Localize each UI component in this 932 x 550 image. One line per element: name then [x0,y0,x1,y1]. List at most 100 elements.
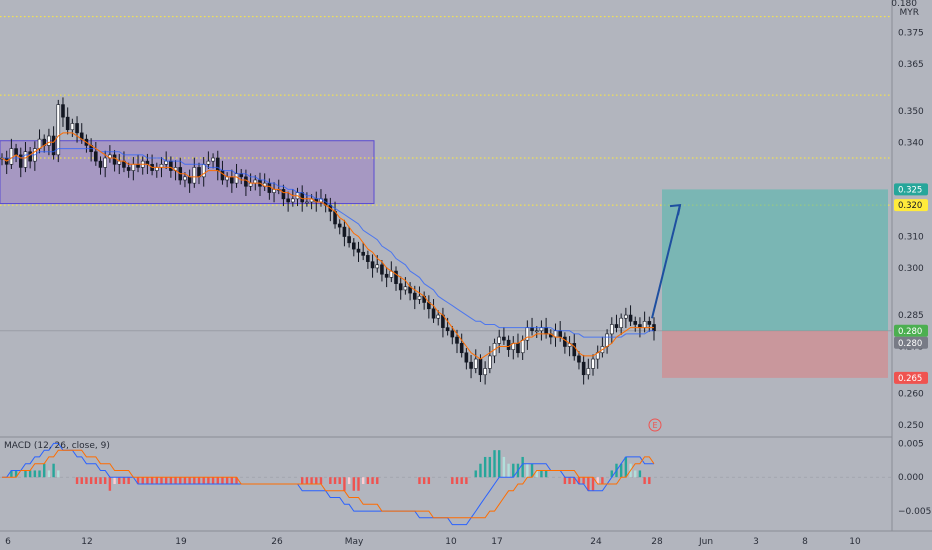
currency-partial-label: 0.180 [891,0,917,9]
candle-body [572,343,577,357]
macd-pane[interactable] [0,442,892,526]
candle-body [436,314,441,319]
macd-histogram-bar [502,456,506,478]
macd-histogram-bar [563,477,567,484]
price-tick-label: 0.350 [898,107,924,117]
macd-histogram-bar [512,463,515,478]
candle-body [230,176,234,184]
macd-histogram-bar [451,477,454,484]
price-badge [894,183,928,196]
candle-body [75,123,79,134]
macd-histogram-bar [479,463,482,478]
candle-body [506,339,511,350]
candle-body [131,163,136,171]
macd-histogram-bar [521,456,524,478]
candle-body [609,324,614,335]
macd-histogram-bar [235,477,238,484]
price-badge-label: 0.280 [898,339,922,349]
candle-body [403,286,408,291]
candle-body [164,160,168,165]
price-scale[interactable]: 0.3750.3650.3500.3400.3100.3000.2850.275… [891,0,931,531]
macd-histogram-bar [343,477,346,491]
price-tick-label: 0.260 [898,390,924,400]
macd-histogram-bar [347,477,351,484]
candle-body [384,273,389,278]
macd-histogram-bar [634,470,637,478]
long-position-tool[interactable] [651,189,888,378]
price-badge [894,324,928,337]
macd-tick-label: −0.005 [898,507,931,517]
macd-histogram-bar [301,477,304,484]
macd-histogram-bar [216,477,219,484]
macd-histogram-bar [315,477,318,484]
candle-body [337,223,342,228]
candle-body [98,160,103,168]
time-axis[interactable]: 6 12 19 26 May 10 17 24 28 Jun 3 8 10 [0,530,932,547]
candle-body [417,295,422,300]
macd-histogram-bar [591,477,595,491]
macd-histogram-bar [338,477,341,484]
macd-histogram-bar [122,477,126,484]
time-tick-label: 8 [802,537,808,547]
macd-histogram-bar [33,470,37,478]
macd-histogram-bar [85,477,88,484]
time-tick-label: 19 [175,537,187,547]
candle-body [220,170,225,181]
candle-body [647,321,652,325]
candle-body [464,352,469,363]
candle-body [342,226,347,237]
candle-body [488,355,492,369]
macd-histogram-bar [207,477,210,484]
price-badge-label: 0.280 [898,327,922,337]
candle-body [366,255,370,262]
time-tick-label: 10 [849,537,861,547]
macd-line [2,442,654,526]
macd-histogram-bar [573,477,576,484]
macd-histogram-bar [221,477,224,484]
candle-body [234,173,239,184]
macd-histogram-bar [427,477,431,484]
macd-histogram-bar [624,456,628,478]
candle-body [37,138,42,149]
macd-histogram-bar [24,470,27,478]
time-tick-label: 3 [753,537,759,547]
candle-body [347,236,351,244]
price-badge-label: 0.265 [898,374,922,384]
candle-body [70,123,75,131]
candle-body [619,317,623,328]
macd-histogram-bar [610,470,613,478]
macd-histogram-bar [52,463,55,478]
macd-histogram-bar [197,477,201,484]
candle-body [361,251,365,256]
macd-histogram-bar [455,477,459,484]
macd-histogram-bar [80,477,83,484]
macd-histogram-bar [643,477,646,484]
macd-histogram-bar [305,477,309,484]
candle-body [197,167,201,178]
macd-histogram-bar [418,477,421,484]
candle-body [192,167,197,184]
macd-histogram-bar [225,477,229,484]
macd-histogram-bar [329,477,332,484]
price-tick-label: 0.365 [898,60,924,70]
candle-body [628,314,633,322]
macd-histogram-bar [169,477,173,484]
candle-body [544,327,548,335]
indicator-marker[interactable]: E [648,418,662,432]
price-tick-label: 0.300 [898,264,924,274]
macd-histogram-bar [577,477,581,484]
macd-histogram-bar [183,477,187,484]
candle-body [633,321,638,325]
macd-histogram-bar [160,477,163,484]
candle-body [351,242,356,250]
macd-histogram-bar [638,470,642,478]
macd-histogram-bar [103,477,107,484]
price-badge-label: 0.320 [898,201,922,211]
candle-body [9,148,14,165]
macd-histogram-bar [75,477,79,484]
candle-body [642,321,647,328]
projection-arrow [651,204,681,319]
candle-body [577,355,581,363]
macd-histogram-bar [582,477,585,484]
